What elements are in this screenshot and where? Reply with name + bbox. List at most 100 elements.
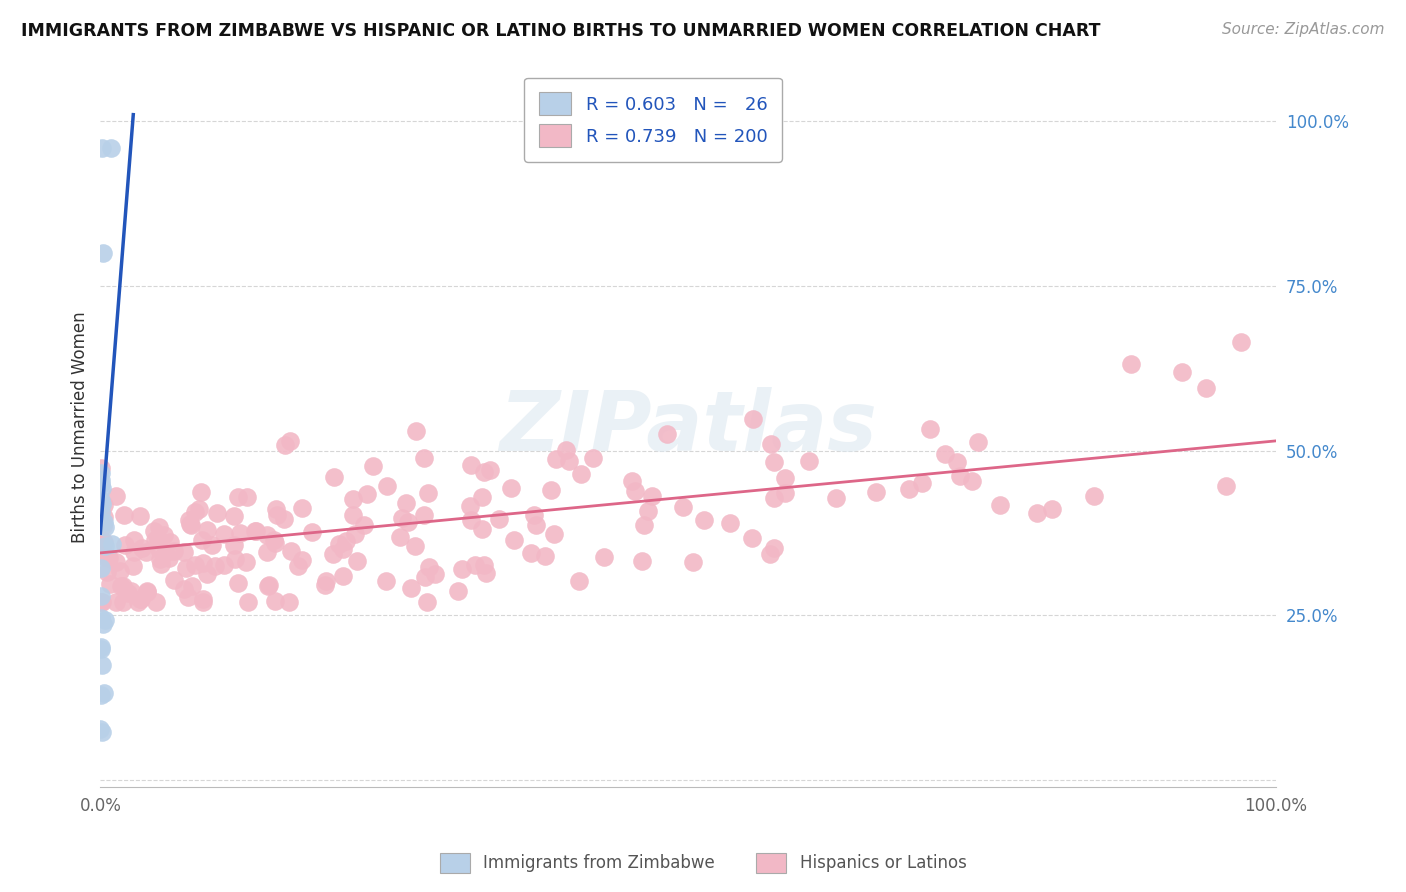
Point bbox=[91, 246, 114, 260]
Point bbox=[243, 524, 266, 539]
Point bbox=[222, 538, 245, 552]
Point bbox=[775, 471, 797, 485]
Text: IMMIGRANTS FROM ZIMBABWE VS HISPANIC OR LATINO BIRTHS TO UNMARRIED WOMEN CORRELA: IMMIGRANTS FROM ZIMBABWE VS HISPANIC OR … bbox=[21, 22, 1101, 40]
Point bbox=[762, 491, 785, 506]
Legend: Immigrants from Zimbabwe, Hispanics or Latinos: Immigrants from Zimbabwe, Hispanics or L… bbox=[433, 847, 973, 880]
Point bbox=[105, 489, 128, 503]
Point bbox=[127, 595, 149, 609]
Point bbox=[361, 458, 384, 473]
Point bbox=[100, 537, 122, 551]
Point bbox=[163, 573, 186, 587]
Point bbox=[623, 484, 645, 499]
Point bbox=[388, 530, 411, 544]
Point bbox=[946, 455, 969, 469]
Point bbox=[90, 477, 112, 491]
Point bbox=[763, 541, 786, 555]
Point bbox=[122, 533, 145, 548]
Point bbox=[291, 500, 314, 515]
Point bbox=[90, 460, 112, 475]
Point bbox=[460, 513, 482, 527]
Point bbox=[173, 544, 195, 558]
Point bbox=[264, 536, 287, 550]
Y-axis label: Births to Unmarried Women: Births to Unmarried Women bbox=[72, 312, 89, 543]
Point bbox=[93, 547, 115, 561]
Point bbox=[177, 591, 200, 605]
Point bbox=[1040, 502, 1063, 516]
Text: Source: ZipAtlas.com: Source: ZipAtlas.com bbox=[1222, 22, 1385, 37]
Point bbox=[90, 595, 112, 609]
Point bbox=[224, 551, 246, 566]
Point bbox=[91, 725, 114, 739]
Point bbox=[256, 545, 278, 559]
Point bbox=[460, 458, 482, 473]
Point bbox=[315, 574, 337, 588]
Point bbox=[287, 559, 309, 574]
Point bbox=[90, 689, 112, 703]
Point bbox=[391, 510, 413, 524]
Point bbox=[633, 517, 655, 532]
Point bbox=[401, 581, 423, 595]
Point bbox=[90, 589, 112, 603]
Point bbox=[450, 561, 472, 575]
Point bbox=[149, 552, 172, 566]
Point bbox=[91, 140, 114, 154]
Point bbox=[111, 579, 134, 593]
Point bbox=[264, 594, 287, 608]
Point bbox=[197, 567, 219, 582]
Point bbox=[143, 524, 166, 538]
Point bbox=[543, 527, 565, 541]
Point bbox=[693, 513, 716, 527]
Point bbox=[897, 482, 920, 496]
Point bbox=[120, 583, 142, 598]
Point bbox=[501, 481, 523, 495]
Point bbox=[394, 496, 416, 510]
Point bbox=[100, 140, 122, 154]
Point bbox=[148, 542, 170, 557]
Point bbox=[222, 508, 245, 523]
Point bbox=[256, 579, 278, 593]
Point bbox=[911, 475, 934, 490]
Point bbox=[184, 504, 207, 518]
Point bbox=[155, 546, 177, 560]
Point bbox=[447, 583, 470, 598]
Point bbox=[157, 550, 180, 565]
Point bbox=[143, 533, 166, 547]
Point bbox=[1171, 365, 1194, 379]
Point bbox=[558, 454, 581, 468]
Point bbox=[114, 508, 136, 522]
Point bbox=[342, 508, 364, 523]
Point bbox=[105, 554, 128, 568]
Point bbox=[264, 502, 287, 516]
Point bbox=[183, 558, 205, 573]
Point bbox=[534, 549, 557, 563]
Point bbox=[93, 498, 115, 512]
Point bbox=[110, 578, 132, 592]
Point bbox=[263, 533, 285, 547]
Point bbox=[191, 595, 214, 609]
Point bbox=[1025, 506, 1047, 520]
Point bbox=[93, 534, 115, 549]
Point bbox=[568, 574, 591, 589]
Point bbox=[1083, 489, 1105, 503]
Point bbox=[195, 523, 218, 537]
Point bbox=[191, 533, 214, 548]
Point bbox=[335, 533, 357, 548]
Point bbox=[328, 537, 350, 551]
Point bbox=[94, 520, 117, 534]
Point bbox=[129, 591, 152, 606]
Point bbox=[136, 583, 159, 598]
Point bbox=[91, 519, 114, 533]
Point bbox=[934, 447, 956, 461]
Point bbox=[314, 577, 336, 591]
Point bbox=[458, 499, 481, 513]
Point bbox=[90, 595, 112, 609]
Point bbox=[405, 424, 427, 438]
Point bbox=[582, 451, 605, 466]
Point bbox=[475, 566, 498, 580]
Point bbox=[148, 520, 170, 534]
Point bbox=[759, 437, 782, 451]
Point bbox=[90, 641, 112, 656]
Point bbox=[190, 484, 212, 499]
Point bbox=[655, 426, 678, 441]
Point bbox=[799, 454, 821, 468]
